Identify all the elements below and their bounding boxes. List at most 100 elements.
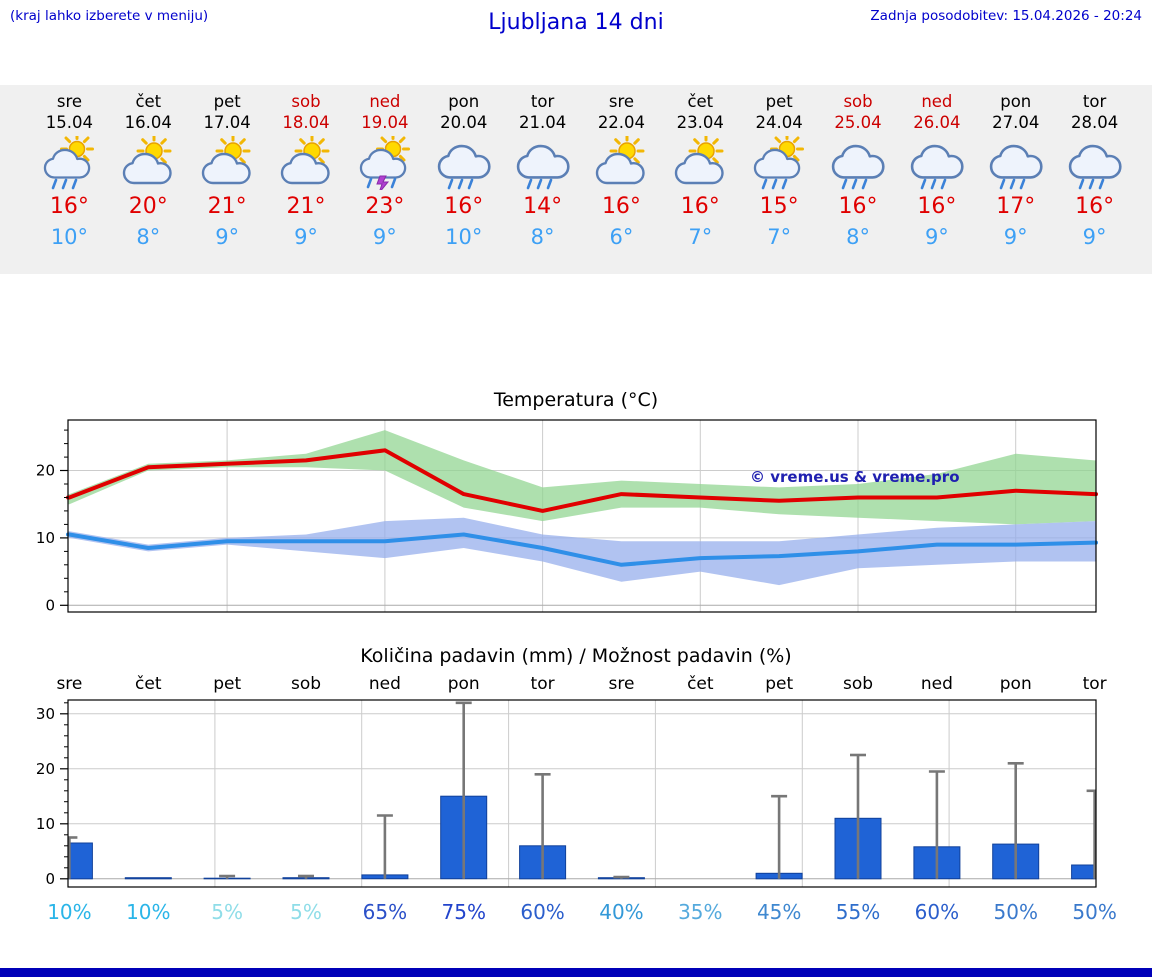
cloud-icon [989,144,1043,179]
forecast-day[interactable]: pet 24.04 15° 7° [740,92,819,252]
precip-probability: 35% [678,899,723,924]
forecast-day[interactable]: sob 25.04 16° 8° [819,92,898,252]
forecast-day[interactable]: tor 28.04 16° 9° [1055,92,1134,252]
sun-icon [688,135,724,169]
precip-whisker [455,701,472,879]
day-date: 22.04 [597,112,646,132]
high-temp: 17° [996,193,1036,219]
cloud-icon [201,152,251,185]
precip-bar [67,842,93,880]
rain-icon [999,178,1026,190]
weather-icon-sun-cloud [661,134,740,192]
cloud-icon [516,144,570,179]
band-max-range [68,430,1096,525]
weather-icon-sun-cloud-rain [30,134,109,192]
temperature-chart-title: Temperatura (°C) [493,388,659,411]
cloud-icon [753,148,801,179]
precip-probability: 60% [914,899,960,924]
low-temp: 9° [294,224,318,249]
cloud-icon [1068,144,1122,179]
forecast-day[interactable]: sre 22.04 16° 6° [582,92,661,252]
low-temp: 9° [1082,224,1107,249]
precip-day-labels: sre čet pet sob ned pon tor sre čet pet sob ned pon t… [0,674,1152,696]
header: (kraj lahko izberete v meniju) Ljubljana… [0,0,1152,85]
lightning-icon [376,175,389,190]
rain-icon [447,178,474,190]
day-date: 16.04 [124,112,172,132]
forecast-day[interactable]: čet 23.04 16° 7° [661,92,740,252]
day-name: sob [843,92,873,111]
forecast-day[interactable]: čet 16.04 20° 8° [109,92,188,252]
day-name: sre [608,92,635,111]
weather-icon-sun-cloud [109,134,188,192]
rain-icon [366,177,397,189]
forecast-day[interactable]: sre 15.04 16° 10° [30,92,109,252]
low-temp: 8° [136,224,161,249]
precip-day-label: tor [530,673,555,694]
precip-probability: 5% [290,899,322,924]
weather-icon-sun-cloud-thunder [345,134,424,192]
precip-day-label: pet [213,673,242,694]
precip-probability: 5% [211,899,244,924]
page-title: Ljubljana 14 dni [488,10,664,35]
day-name: pon [1000,92,1032,111]
cloud-icon [596,152,646,185]
day-date: 18.04 [282,112,330,132]
day-name: tor [530,92,555,111]
precipitation-chart-block: Količina padavin (mm) / Možnost padavin … [0,644,1152,925]
forecast-day[interactable]: pon 27.04 17° 9° [976,92,1055,252]
precip-day-label: sob [290,673,322,694]
low-temp: 9° [372,224,397,249]
day-name: čet [687,92,714,111]
low-temp: 7° [767,224,792,249]
precip-probability: 45% [756,899,802,924]
forecast-day[interactable]: tor 21.04 14° 8° [503,92,582,252]
day-date: 26.04 [913,112,961,132]
rain-icon [52,178,78,190]
high-temp: 16° [917,193,957,219]
precip-bar [1071,864,1097,880]
menu-hint[interactable]: (kraj lahko izberete v meniju) [10,8,209,24]
temperature-chart-block: Temperatura (°C) 0 10 20 © vreme.us & vreme… [0,388,1152,616]
precip-whisker [298,874,314,879]
precip-probability: 65% [362,899,408,924]
precip-day-label: pon [447,673,480,694]
low-temp: 6° [609,224,634,249]
precip-day-label: sre [56,673,83,694]
day-date: 25.04 [834,112,882,132]
svg-text:10: 10 [36,529,55,547]
forecast-day[interactable]: ned 19.04 23° 9° [345,92,424,252]
precip-whisker [1086,789,1096,879]
forecast-day[interactable]: pon 20.04 16° 10° [424,92,503,252]
precip-day-label: sob [842,673,874,694]
day-name: pet [213,92,241,111]
forecast-day[interactable]: sob 18.04 21° 9° [267,92,346,252]
precip-day-label: ned [920,673,953,694]
low-temp: 8° [846,224,870,249]
day-date: 24.04 [755,112,803,132]
precip-whisker [534,772,551,879]
day-date: 23.04 [676,112,724,132]
day-name: pon [448,92,480,111]
day-name: ned [921,92,953,111]
band-min-range [68,517,1096,586]
day-date: 15.04 [45,112,94,132]
svg-text:0: 0 [45,870,55,888]
weather-icon-cloud-rain [503,134,582,192]
precip-probability: 10% [47,899,92,924]
high-temp: 21° [207,193,247,219]
watermark[interactable]: © vreme.us & vreme.pro [750,468,960,486]
day-date: 20.04 [440,112,488,132]
high-temp: 16° [601,193,641,219]
precip-whisker [68,836,78,879]
day-name: ned [369,92,401,111]
cloud-icon [44,148,91,179]
forecast-day[interactable]: ned 26.04 16° 9° [897,92,976,252]
precip-whisker [1007,761,1024,879]
high-temp: 16° [444,193,484,219]
low-temp: 9° [215,224,240,249]
footer-bar [0,967,1152,977]
svg-text:0: 0 [45,596,55,614]
precipitation-chart: 0 10 20 30 [36,699,1097,888]
forecast-day[interactable]: pet 17.04 21° 9° [188,92,267,252]
